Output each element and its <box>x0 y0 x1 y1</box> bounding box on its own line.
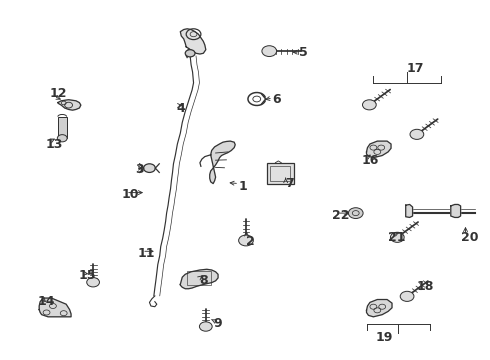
Text: 8: 8 <box>199 274 208 287</box>
Text: 12: 12 <box>49 87 67 100</box>
Text: 6: 6 <box>272 93 281 105</box>
Circle shape <box>363 100 376 110</box>
Circle shape <box>144 164 155 172</box>
Polygon shape <box>39 298 71 317</box>
Text: 20: 20 <box>461 231 478 244</box>
Circle shape <box>199 322 212 331</box>
Circle shape <box>239 235 253 246</box>
Text: 10: 10 <box>121 188 139 201</box>
Text: 17: 17 <box>407 62 424 75</box>
Text: 15: 15 <box>78 269 96 282</box>
Text: 21: 21 <box>388 231 406 244</box>
Bar <box>187 271 211 285</box>
Text: 2: 2 <box>245 235 254 248</box>
Polygon shape <box>58 100 81 110</box>
Circle shape <box>57 135 67 142</box>
Text: 7: 7 <box>285 177 294 190</box>
Circle shape <box>391 232 404 242</box>
Circle shape <box>400 291 414 301</box>
Text: 14: 14 <box>38 295 55 308</box>
Text: 22: 22 <box>332 209 350 222</box>
Text: 16: 16 <box>362 154 379 167</box>
Polygon shape <box>180 269 218 289</box>
Circle shape <box>262 46 277 57</box>
Polygon shape <box>451 204 461 217</box>
Text: 11: 11 <box>137 247 155 260</box>
Text: 13: 13 <box>45 138 63 150</box>
Circle shape <box>87 278 99 287</box>
Bar <box>267 163 294 184</box>
Circle shape <box>410 129 424 139</box>
Text: 19: 19 <box>375 331 393 344</box>
Text: 5: 5 <box>299 46 308 59</box>
Polygon shape <box>367 141 391 158</box>
Polygon shape <box>210 141 235 184</box>
Polygon shape <box>367 300 392 317</box>
Bar <box>270 166 290 181</box>
Text: 3: 3 <box>135 163 144 176</box>
Text: 18: 18 <box>416 280 434 293</box>
Circle shape <box>348 208 363 219</box>
Text: 9: 9 <box>214 317 222 330</box>
Text: 4: 4 <box>176 102 185 114</box>
Polygon shape <box>406 204 413 217</box>
Text: 1: 1 <box>239 180 247 193</box>
Polygon shape <box>180 29 206 54</box>
Bar <box>58 117 67 138</box>
Circle shape <box>185 50 195 57</box>
